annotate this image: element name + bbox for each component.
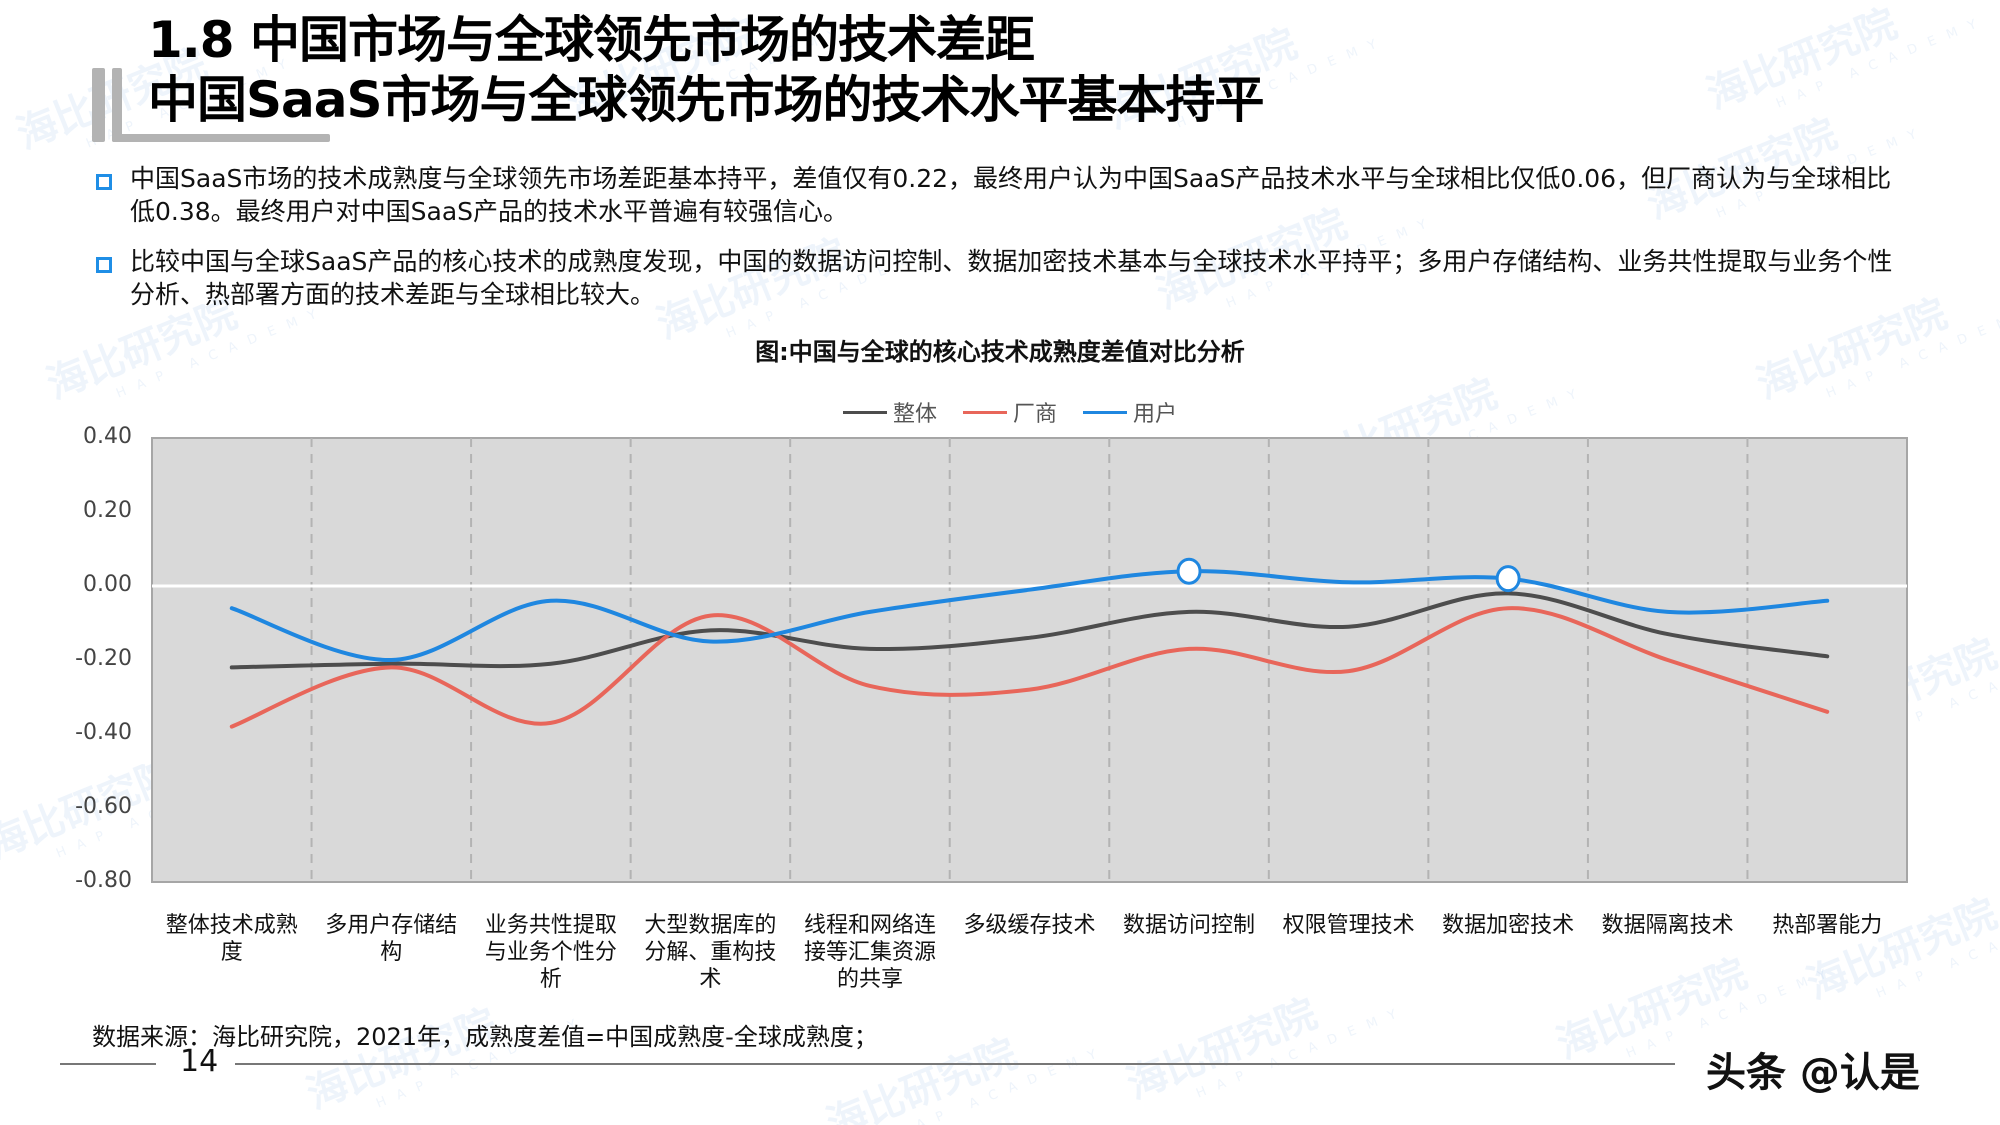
x-tick-label: 大型数据库的 分解、重构技术 (644, 913, 777, 992)
footer-divider-right (235, 1063, 1675, 1065)
bullet-text: 中国SaaS市场的技术成熟度与全球领先市场差距基本持平，差值仅有0.22，最终用… (130, 164, 1892, 226)
legend-label: 用户 (1133, 402, 1178, 427)
decoration-bar (112, 68, 122, 142)
decoration-bar (92, 68, 105, 142)
data-source-note: 数据来源：海比研究院，2021年，成熟度差值=中国成熟度-全球成熟度； (92, 1023, 878, 1051)
legend-item-overall[interactable]: 整体 (842, 396, 937, 428)
x-tick-label: 整体技术成熟度 (165, 913, 298, 965)
title-line-1: 1.8 中国市场与全球领先市场的技术差距 (148, 11, 1035, 69)
bullet-text: 比较中国与全球SaaS产品的核心技术的成熟度发现，中国的数据访问控制、数据加密技… (130, 247, 1893, 309)
y-tick-label: -0.80 (75, 868, 132, 893)
x-tick-label: 多级缓存技术 (963, 913, 1096, 938)
series-vendor-line[interactable] (229, 606, 1830, 729)
legend-line-icon (962, 410, 1007, 414)
y-tick-label: 0.40 (83, 424, 132, 449)
page-number: 14 (180, 1044, 219, 1079)
plot-area (151, 437, 1908, 883)
series-overall-line[interactable] (229, 591, 1830, 670)
y-tick-label: 0.20 (83, 498, 132, 523)
y-tick-label: -0.40 (75, 720, 132, 745)
x-tick-label: 数据访问控制 (1123, 913, 1256, 938)
legend-label: 整体 (892, 402, 937, 427)
square-bullet-icon (96, 174, 112, 190)
title-line-2: 中国SaaS市场与全球领先市场的技术水平基本持平 (148, 71, 1265, 129)
x-tick-label: 线程和网络连 接等汇集资源 的共享 (803, 913, 936, 992)
square-bullet-icon (96, 257, 112, 273)
legend-label: 厂商 (1012, 402, 1057, 427)
legend-line-icon (1083, 410, 1127, 414)
y-tick-label: -0.20 (75, 646, 132, 671)
x-tick-label: 数据隔离技术 (1601, 913, 1734, 938)
legend-line-icon (842, 410, 887, 414)
legend-item-user[interactable]: 用户 (1083, 396, 1177, 428)
bullet-list: 中国SaaS市场的技术成熟度与全球领先市场差距基本持平，差值仅有0.22，最终用… (96, 162, 1916, 328)
x-tick-label: 业务共性提取 与业务个性分析 (484, 913, 617, 992)
bullet-item: 比较中国与全球SaaS产品的核心技术的成熟度发现，中国的数据访问控制、数据加密技… (96, 245, 1916, 311)
y-tick-label: -0.60 (75, 794, 132, 819)
x-tick-label: 权限管理技术 (1282, 913, 1415, 938)
x-tick-label: 多用户存储结构 (325, 913, 458, 965)
x-tick-label: 数据加密技术 (1442, 913, 1575, 938)
chart-legend: 整体 厂商 用户 (0, 396, 2000, 428)
legend-item-vendor[interactable]: 厂商 (962, 396, 1057, 428)
page-title: 1.8 中国市场与全球领先市场的技术差距 中国SaaS市场与全球领先市场的技术水… (148, 10, 1265, 130)
credit-watermark: 头条 @认是 (1706, 1040, 1920, 1098)
footer-divider-left (60, 1063, 156, 1065)
bullet-item: 中国SaaS市场的技术成熟度与全球领先市场差距基本持平，差值仅有0.22，最终用… (96, 162, 1916, 228)
chart-title: 图:中国与全球的核心技术成熟度差值对比分析 (755, 338, 1245, 366)
y-tick-label: 0.00 (83, 572, 132, 597)
data-point-marker[interactable] (1495, 565, 1521, 593)
data-point-marker[interactable] (1176, 557, 1202, 585)
x-tick-label: 热部署能力 (1772, 913, 1883, 938)
decoration-underline (112, 134, 330, 142)
series-user-line[interactable] (229, 569, 1830, 663)
